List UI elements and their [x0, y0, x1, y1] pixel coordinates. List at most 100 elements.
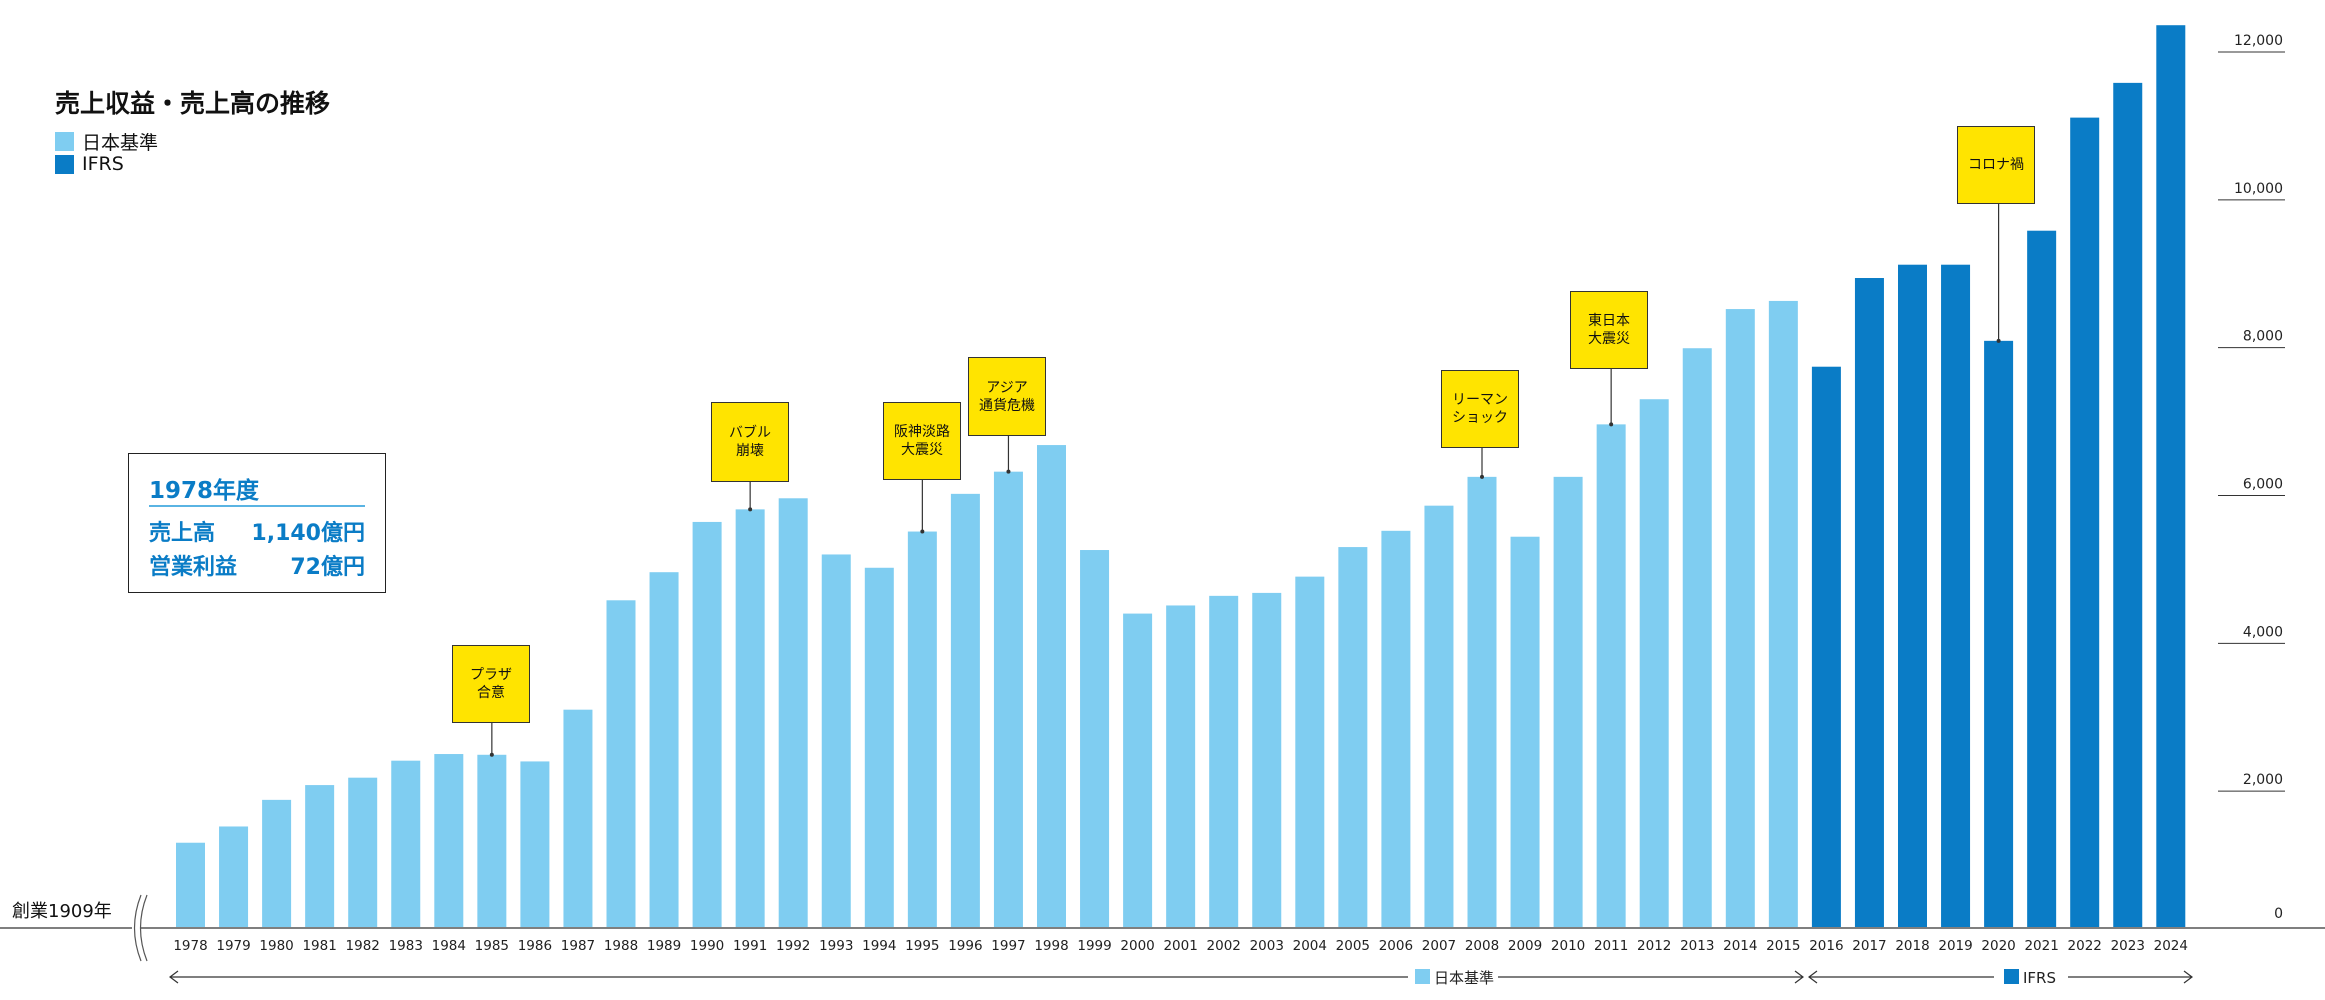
legend-swatch-japan	[55, 132, 74, 151]
leader-dot-1995	[920, 529, 925, 534]
range-arrow-japan-end	[1794, 970, 1804, 984]
bar-1980	[262, 799, 292, 927]
leader-dot-1985	[489, 752, 494, 757]
annotation-1997: アジア 通貨危機	[968, 357, 1046, 436]
range-swatch-ifrs	[2004, 969, 2019, 984]
y-tick-label-6000: 6,000	[2243, 477, 2283, 493]
bar-2023	[2113, 82, 2143, 928]
x-tick-label-1996: 1996	[948, 938, 982, 954]
x-tick-label-1980: 1980	[259, 938, 293, 954]
bar-1993	[821, 554, 851, 927]
info-box-row-sales: 売上高 1,140億円	[149, 515, 365, 547]
bar-1983	[391, 760, 421, 927]
leader-dot-2008	[1480, 474, 1484, 479]
x-tick-label-1982: 1982	[346, 938, 380, 954]
y-tick-label-2000: 2,000	[2243, 772, 2283, 788]
x-tick-label-2005: 2005	[1336, 938, 1370, 954]
bar-1978	[176, 842, 205, 927]
annotation-2020: コロナ禍	[1957, 126, 2035, 204]
bar-1992	[778, 498, 808, 927]
y-tick-label-4000: 4,000	[2243, 624, 2283, 640]
info-box-op-label: 営業利益	[149, 555, 238, 580]
x-tick-label-2003: 2003	[1250, 938, 1284, 954]
x-tick-label-2024: 2024	[2154, 938, 2188, 954]
y-axis: 0 2,000 4,000 6,000 8,000 10,000 12,000	[2218, 33, 2285, 922]
x-tick-label-2004: 2004	[1293, 938, 1327, 954]
y-tick-label-12000: 12,000	[2234, 33, 2283, 49]
x-tick-label-2023: 2023	[2111, 938, 2145, 954]
x-tick-label-1992: 1992	[776, 938, 810, 954]
x-tick-label-1984: 1984	[432, 938, 466, 954]
bar-1990	[692, 521, 722, 927]
x-tick-label-1988: 1988	[604, 938, 638, 954]
x-tick-label-1978: 1978	[173, 938, 207, 954]
bar-1981	[305, 785, 335, 927]
x-tick-label-2022: 2022	[2068, 938, 2102, 954]
bar-1984	[434, 754, 464, 927]
bar-2024	[2156, 25, 2186, 927]
x-tick-label-1989: 1989	[647, 938, 681, 954]
range-arrow-ifrs-end	[2183, 970, 2193, 984]
bar-2020	[1984, 340, 2014, 927]
bar-2010	[1553, 476, 1583, 927]
x-tick-label-1998: 1998	[1034, 938, 1068, 954]
x-tick-label-2016: 2016	[1809, 938, 1843, 954]
axis-break-mark-1	[133, 894, 142, 962]
bar-1985	[477, 754, 507, 927]
info-box-row-operating-profit: 営業利益 72億円	[149, 549, 365, 581]
bar-2012	[1639, 399, 1669, 927]
bar-2009	[1510, 536, 1540, 927]
bar-1994	[864, 567, 894, 927]
leader-dot-1997	[1006, 469, 1011, 474]
x-tick-label-2001: 2001	[1163, 938, 1197, 954]
bar-1986	[520, 761, 550, 927]
legend-swatch-ifrs	[55, 154, 74, 174]
x-tick-label-1991: 1991	[733, 938, 767, 954]
x-tick-label-2006: 2006	[1379, 938, 1413, 954]
info-box-heading: 1978年度	[149, 478, 260, 504]
bars-group	[176, 25, 2186, 928]
x-axis: 1978 1979 1980 1981 1982 1983 1984 1985 1986 1987…	[0, 894, 2325, 962]
legend-item-japan: 日本基準	[55, 128, 158, 155]
annotation-1985: プラザ 合意	[452, 645, 530, 723]
range-arrow-ifrs-start	[1808, 970, 1818, 984]
x-tick-label-2013: 2013	[1680, 938, 1714, 954]
legend-label-japan: 日本基準	[82, 132, 159, 154]
x-tick-label-1994: 1994	[862, 938, 896, 954]
bar-2002	[1209, 595, 1239, 927]
annotation-2008: リーマン ショック	[1441, 370, 1519, 448]
y-tick-label-0: 0	[2274, 906, 2283, 922]
bar-1989	[649, 572, 679, 927]
y-tick-label-10000: 10,000	[2234, 181, 2283, 197]
x-tick-label-1997: 1997	[991, 938, 1025, 954]
annotation-leaders	[489, 204, 2001, 757]
bar-1996	[950, 493, 980, 927]
bar-1987	[563, 709, 593, 927]
bar-2006	[1381, 530, 1411, 927]
founded-label: 創業1909年	[12, 901, 112, 922]
range-label-ifrs: IFRS	[2023, 969, 2056, 987]
x-tick-label-1995: 1995	[905, 938, 939, 954]
x-tick-label-1987: 1987	[561, 938, 595, 954]
bar-1995	[907, 531, 937, 927]
bar-2018	[1898, 264, 1927, 927]
range-arrow-japan-start	[169, 970, 179, 984]
x-tick-label-1979: 1979	[216, 938, 250, 954]
legend-item-ifrs: IFRS	[55, 153, 124, 175]
x-tick-label-2017: 2017	[1852, 938, 1886, 954]
x-tick-label-2000: 2000	[1120, 938, 1154, 954]
info-box-op-value: 72億円	[290, 555, 365, 580]
bar-2000	[1123, 613, 1153, 927]
bar-1988	[606, 600, 636, 927]
bar-2003	[1252, 592, 1282, 927]
x-tick-label-1993: 1993	[819, 938, 853, 954]
bar-2019	[1941, 264, 1971, 927]
leader-dot-1991	[748, 507, 753, 512]
axis-break-mark-2	[139, 894, 148, 962]
x-tick-label-1983: 1983	[389, 938, 423, 954]
bar-1999	[1080, 550, 1110, 927]
x-tick-label-1990: 1990	[690, 938, 724, 954]
bar-2016	[1811, 366, 1841, 927]
bar-2017	[1854, 278, 1884, 927]
